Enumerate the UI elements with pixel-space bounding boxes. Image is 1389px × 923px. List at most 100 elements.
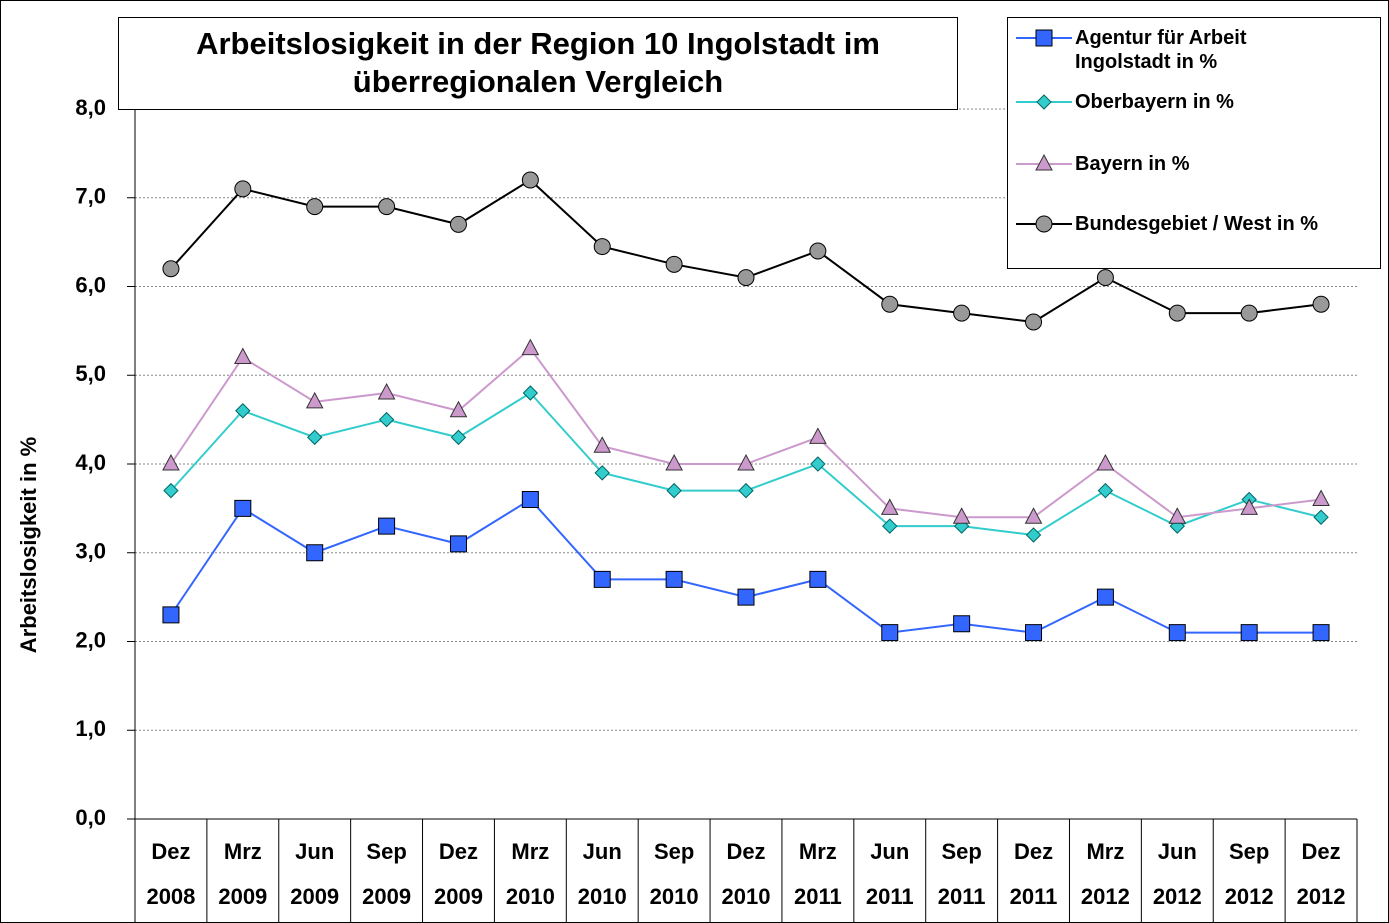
x-tick-label: 2010 — [722, 884, 771, 909]
x-tick-label: Dez — [1014, 839, 1053, 864]
x-tick-label: Jun — [870, 839, 909, 864]
series-line — [170, 498, 1322, 634]
marker — [1168, 624, 1186, 642]
y-tick-label: 6,0 — [75, 272, 106, 297]
x-tick-label: Mrz — [511, 839, 549, 864]
marker — [450, 429, 467, 446]
y-tick-label: 8,0 — [75, 95, 106, 120]
marker — [306, 544, 324, 562]
marker — [1025, 313, 1043, 331]
marker — [593, 238, 611, 256]
marker — [593, 436, 612, 453]
x-tick-label: 2010 — [506, 884, 555, 909]
marker — [1240, 624, 1258, 642]
x-tick-label: 2009 — [218, 884, 267, 909]
x-tick-label: Dez — [1301, 839, 1340, 864]
marker — [594, 465, 610, 481]
marker — [1096, 588, 1114, 606]
x-tick-label: Sep — [1229, 839, 1269, 864]
marker — [880, 498, 899, 515]
y-axis-label: Arbeitslosigkeit in % — [16, 437, 41, 653]
marker — [1168, 507, 1187, 524]
marker — [665, 255, 683, 273]
marker — [378, 411, 395, 428]
x-tick-label: 2011 — [1010, 884, 1058, 909]
x-tick-label: Jun — [583, 839, 622, 864]
legend-label: Bayern in % — [1075, 153, 1190, 175]
marker — [952, 507, 971, 524]
marker — [1036, 94, 1052, 110]
marker — [1035, 153, 1053, 171]
x-tick-label: Dez — [726, 839, 765, 864]
x-tick-label: 2011 — [794, 884, 842, 909]
y-tick-label: 5,0 — [75, 361, 106, 386]
x-tick-label: 2012 — [1297, 884, 1346, 909]
marker — [1024, 507, 1043, 524]
marker — [1312, 489, 1330, 506]
x-tick-label: 2012 — [1153, 884, 1202, 909]
x-tick-label: 2010 — [650, 884, 699, 909]
x-tick-label: Mrz — [799, 839, 837, 864]
marker — [593, 570, 611, 588]
legend-label: Oberbayern in % — [1075, 91, 1234, 113]
marker — [1312, 295, 1330, 313]
marker — [666, 482, 682, 499]
x-tick-label: 2009 — [434, 884, 483, 909]
marker — [737, 588, 755, 606]
x-tick-label: Dez — [151, 839, 190, 864]
marker — [1025, 624, 1043, 642]
x-tick-label: Jun — [1158, 839, 1197, 864]
legend: Agentur für Arbeit Ingolstadt in % Oberba… — [1007, 17, 1381, 269]
legend-swatch — [1016, 215, 1072, 233]
marker — [377, 382, 396, 400]
x-tick-label: Sep — [941, 839, 981, 864]
marker — [449, 535, 467, 553]
marker — [882, 518, 898, 534]
x-tick-label: 2012 — [1081, 884, 1130, 909]
marker — [1096, 269, 1114, 287]
marker — [737, 453, 755, 471]
marker — [738, 482, 754, 499]
legend-label: Agentur für Arbeit Ingolstadt in % — [1075, 27, 1247, 73]
x-tick-label: Mrz — [224, 839, 262, 864]
marker — [881, 624, 899, 642]
x-tick-label: 2009 — [362, 884, 411, 909]
marker — [737, 269, 755, 287]
marker — [1097, 482, 1114, 499]
marker — [449, 400, 468, 418]
y-tick-label: 7,0 — [75, 184, 106, 209]
marker — [521, 171, 539, 189]
marker — [378, 517, 396, 535]
y-tick-label: 0,0 — [75, 805, 106, 830]
x-tick-label: Mrz — [1086, 839, 1124, 864]
marker — [1168, 304, 1186, 322]
marker — [306, 198, 324, 216]
x-tick-label: 2012 — [1225, 884, 1274, 909]
marker — [665, 453, 683, 471]
legend-label: Bundesgebiet / West in % — [1075, 213, 1318, 235]
x-tick-label: 2010 — [578, 884, 627, 909]
marker — [809, 242, 827, 260]
y-tick-label: 3,0 — [75, 539, 106, 564]
marker — [522, 385, 539, 401]
x-tick-label: Sep — [366, 839, 406, 864]
marker — [881, 295, 899, 313]
legend-swatch — [1016, 153, 1072, 171]
marker — [1035, 215, 1053, 233]
marker — [1025, 527, 1042, 543]
x-tick-label: Sep — [654, 839, 694, 864]
marker — [163, 482, 179, 499]
y-tick-label: 2,0 — [75, 627, 106, 652]
marker — [521, 491, 539, 508]
marker — [234, 499, 252, 517]
chart-title: Arbeitslosigkeit in der Region 10 Ingols… — [118, 17, 958, 110]
x-tick-label: Dez — [439, 839, 478, 864]
marker — [1312, 624, 1330, 642]
marker — [809, 427, 827, 444]
marker — [234, 180, 252, 198]
x-tick-label: 2008 — [146, 884, 195, 909]
marker — [235, 403, 251, 419]
marker — [162, 260, 180, 278]
